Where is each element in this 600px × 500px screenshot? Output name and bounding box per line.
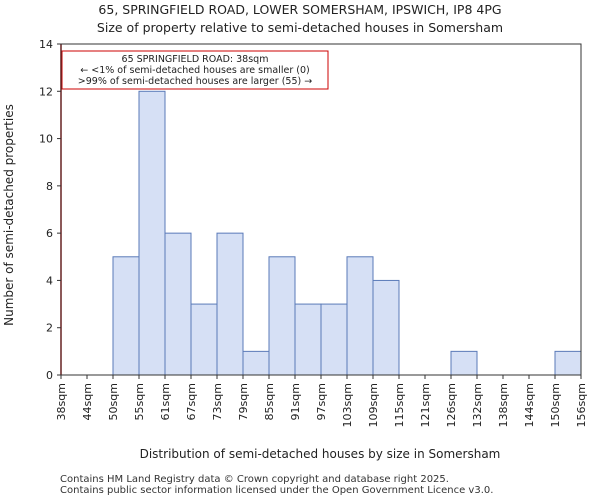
x-tick-label: 38sqm — [55, 383, 68, 420]
y-axis-label: Number of semi-detached properties — [2, 104, 16, 326]
histogram-bar — [450, 350, 478, 376]
y-tick-label: 2 — [46, 322, 53, 335]
histogram-bar — [216, 232, 244, 376]
histogram-bar — [554, 350, 582, 376]
y-tick-label: 14 — [39, 38, 53, 51]
x-tick-label: 67sqm — [185, 383, 198, 420]
y-tick-label: 12 — [39, 85, 53, 98]
x-tick-label: 138sqm — [497, 383, 510, 427]
x-tick-label: 150sqm — [549, 383, 562, 427]
x-tick-label: 50sqm — [107, 383, 120, 420]
histogram-bar — [346, 256, 374, 376]
y-tick-label: 4 — [46, 274, 53, 287]
x-tick-label: 44sqm — [81, 383, 94, 420]
x-tick-label: 121sqm — [419, 383, 432, 427]
annotation-line2: ← <1% of semi-detached houses are smalle… — [80, 65, 309, 76]
x-tick-label: 132sqm — [471, 383, 484, 427]
annotation-box — [61, 50, 329, 90]
histogram-bar — [138, 90, 166, 376]
x-axis-label: Distribution of semi-detached houses by … — [140, 447, 501, 461]
footer-copyright: Contains HM Land Registry data © Crown c… — [60, 474, 449, 485]
annotation-line1: 65 SPRINGFIELD ROAD: 38sqm — [122, 54, 269, 65]
y-tick-label: 0 — [46, 369, 53, 382]
x-tick-label: 73sqm — [211, 383, 224, 420]
chart-title-address: 65, SPRINGFIELD ROAD, LOWER SOMERSHAM, I… — [98, 2, 502, 17]
x-tick-label: 55sqm — [133, 383, 146, 420]
histogram-bar — [190, 303, 218, 376]
x-tick-label: 109sqm — [367, 383, 380, 427]
x-tick-label: 85sqm — [263, 383, 276, 420]
histogram-bar — [320, 303, 348, 376]
x-tick-label: 97sqm — [315, 383, 328, 420]
x-tick-label: 79sqm — [237, 383, 250, 420]
y-tick-label: 8 — [46, 180, 53, 193]
histogram-bar — [372, 279, 400, 376]
x-tick-label: 126sqm — [445, 383, 458, 427]
y-tick-label: 6 — [46, 227, 53, 240]
chart-title: Size of property relative to semi-detach… — [96, 20, 504, 35]
histogram-bar — [164, 232, 192, 376]
y-tick-label: 10 — [39, 133, 53, 146]
histogram-bar — [242, 350, 270, 376]
footer-licence: Contains public sector information licen… — [60, 485, 494, 496]
x-tick-label: 115sqm — [393, 383, 406, 427]
x-tick-label: 156sqm — [575, 383, 588, 427]
x-tick-label: 61sqm — [159, 383, 172, 420]
histogram-bar — [268, 256, 296, 376]
histogram-bar — [294, 303, 322, 376]
x-tick-label: 91sqm — [289, 383, 302, 420]
x-tick-label: 103sqm — [341, 383, 354, 427]
x-tick-label: 144sqm — [523, 383, 536, 427]
histogram-bar — [112, 256, 140, 376]
annotation-line3: >99% of semi-detached houses are larger … — [78, 76, 312, 87]
